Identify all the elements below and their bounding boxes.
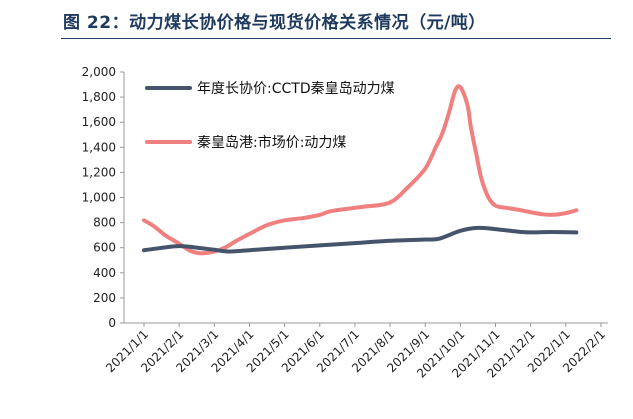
series-line-1	[142, 225, 579, 254]
figure-title: 图 22：动力煤长协价格与现货价格关系情况（元/吨）	[63, 13, 486, 33]
series-line-2	[142, 84, 579, 256]
y-tick-label: 200	[93, 291, 116, 305]
y-tick-label: 1,000	[82, 191, 116, 205]
series-lines	[142, 84, 579, 256]
y-tick-label: 1,800	[82, 90, 116, 104]
x-axis: 2021/1/12021/2/12021/3/12021/4/12021/5/1…	[103, 322, 608, 381]
y-tick-label: 0	[108, 316, 116, 330]
title-divider	[61, 38, 611, 39]
y-tick-label: 1,400	[82, 140, 116, 154]
legend-label-1: 年度长协价:CCTD秦皇岛动力煤	[197, 81, 395, 97]
y-tick-label: 2,000	[82, 65, 116, 79]
y-tick-label: 800	[93, 216, 116, 230]
y-tick-label: 600	[93, 241, 116, 255]
y-tick-label: 1,600	[82, 115, 116, 129]
legend-label-2: 秦皇岛港:市场价:动力煤	[197, 134, 346, 151]
y-tick-label: 400	[93, 266, 116, 280]
y-tick-label: 1,200	[82, 165, 116, 179]
y-axis-ticks: 0 200 400 600 800 1,000 1,200 1,400 1,600 1,800 2,…	[82, 65, 125, 330]
